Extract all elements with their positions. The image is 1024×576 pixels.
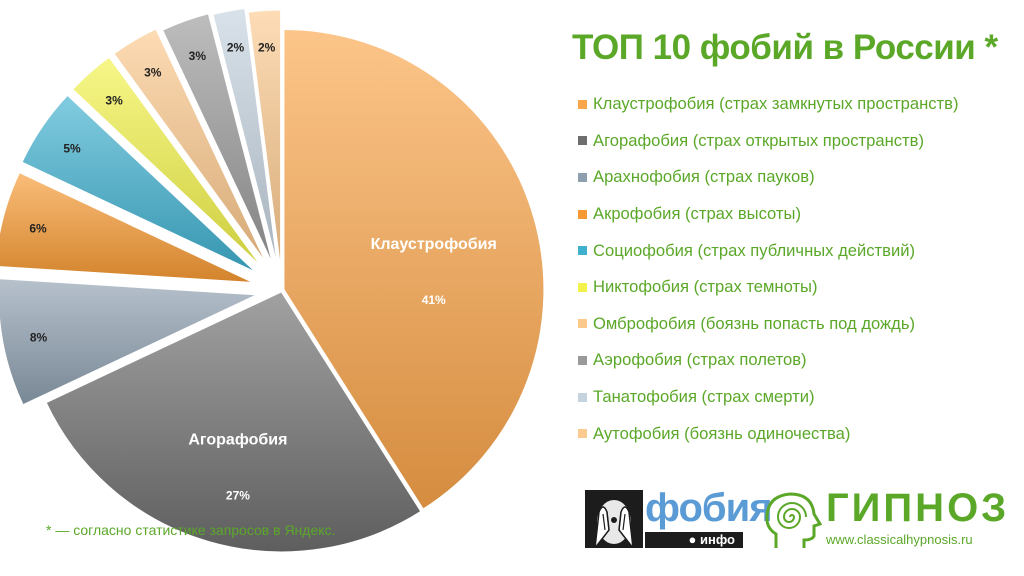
pie-slice-1 [283, 28, 545, 510]
legend-swatch [578, 429, 587, 439]
legend-swatch [578, 282, 587, 292]
gipnoz-logo-text: ГИПНОЗ [826, 486, 1010, 530]
legend-label: Акрофобия (страх высоты) [593, 204, 801, 224]
pie-percent-label-9: 2% [227, 41, 245, 55]
legend-swatch [578, 319, 587, 329]
pie-percent-label-5: 5% [63, 141, 81, 155]
pie-slice-9 [212, 7, 278, 265]
fobia-logo-sub: ● инфо [645, 532, 743, 548]
legend-swatch [578, 172, 587, 182]
legend-item-3: Арахнофобия (страх пауков) [578, 159, 959, 196]
pie-slice-10 [247, 9, 282, 269]
legend-swatch [578, 136, 587, 146]
pie-slice-7 [113, 28, 267, 263]
pie-slice-8 [161, 13, 273, 264]
pie-slice-4 [0, 172, 254, 284]
head-spiral-icon [765, 492, 822, 548]
legend-item-8: Аэрофобия (страх полетов) [578, 342, 959, 379]
pie-percent-label-4: 6% [29, 221, 47, 235]
legend-label: Аэрофобия (страх полетов) [593, 350, 807, 370]
legend-item-5: Социофобия (страх публичных действий) [578, 232, 959, 269]
face-hands-icon [585, 490, 643, 548]
legend-item-10: Аутофобия (боязнь одиночества) [578, 415, 959, 452]
chart-title: ТОП 10 фобий в России * [572, 28, 998, 67]
pie-percent-label-2: 27% [226, 489, 250, 503]
legend-item-1: Клаустрофобия (страх замкнутых пространс… [578, 86, 959, 123]
legend-label: Омброфобия (боязнь попасть под дождь) [593, 313, 916, 333]
legend-swatch [578, 209, 587, 219]
legend-item-7: Омброфобия (боязнь попасть под дождь) [578, 306, 959, 343]
pie-percent-label-6: 3% [105, 94, 123, 108]
gipnoz-logo: ГИПНОЗ www.classicalhypnosis.ru [762, 486, 1006, 550]
legend-swatch [578, 355, 587, 365]
fobia-logo-text: фобия [645, 486, 773, 530]
legend-swatch [578, 99, 587, 109]
legend-label: Агорафобия (страх открытых пространств) [593, 130, 924, 150]
pie-percent-label-1: 41% [422, 293, 446, 307]
legend-label: Танатофобия (страх смерти) [593, 387, 815, 407]
pie-name-label-1: Клаустрофобия [371, 236, 497, 253]
legend: Клаустрофобия (страх замкнутых пространс… [578, 86, 959, 452]
legend-swatch [578, 392, 587, 402]
legend-label: Социофобия (страх публичных действий) [593, 240, 916, 260]
legend-item-9: Танатофобия (страх смерти) [578, 379, 959, 416]
legend-label: Клаустрофобия (страх замкнутых пространс… [593, 94, 959, 114]
legend-item-6: Никтофобия (страх темноты) [578, 269, 959, 306]
pie-slice-5 [21, 94, 256, 273]
pie-percent-label-3: 8% [30, 330, 48, 344]
legend-swatch [578, 246, 587, 256]
pie-slice-6 [72, 56, 262, 267]
gipnoz-url: www.classicalhypnosis.ru [826, 532, 973, 547]
pie-slice-3 [0, 278, 257, 406]
legend-item-4: Акрофобия (страх высоты) [578, 196, 959, 233]
legend-label: Аутофобия (боязнь одиночества) [593, 423, 851, 443]
pie-percent-label-10: 2% [258, 41, 276, 55]
legend-item-2: Агорафобия (страх открытых пространств) [578, 123, 959, 160]
pie-slices [0, 7, 545, 553]
pie-slice-2 [45, 291, 422, 553]
fobia-info-logo: фобия ● инфо [585, 486, 773, 548]
pie-chart: 41% Клаустрофобия 27% Агорафобия 8% 6% 5% 3% 3% 3… [0, 7, 545, 553]
pie-labels: 41% Клаустрофобия 27% Агорафобия 8% 6% 5% 3% 3% 3… [29, 41, 496, 503]
pie-percent-label-8: 3% [189, 49, 207, 63]
pie-name-label-2: Агорафобия [188, 432, 287, 449]
footnote: * — согласно статистике запросов в Яндек… [46, 522, 336, 538]
pie-percent-label-7: 3% [144, 65, 162, 79]
legend-label: Арахнофобия (страх пауков) [593, 167, 815, 187]
legend-label: Никтофобия (страх темноты) [593, 277, 818, 297]
